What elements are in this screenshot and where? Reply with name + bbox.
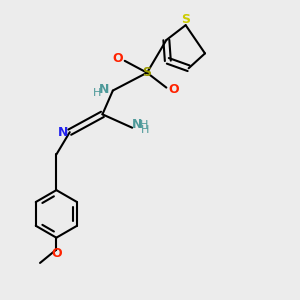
Text: O: O xyxy=(169,82,179,96)
Text: S: S xyxy=(181,13,190,26)
Text: N: N xyxy=(58,126,68,139)
Text: H: H xyxy=(93,88,102,98)
Text: O: O xyxy=(112,52,123,65)
Text: N: N xyxy=(132,118,143,131)
Text: N: N xyxy=(99,83,109,97)
Text: H: H xyxy=(141,125,149,135)
Text: O: O xyxy=(51,247,62,260)
Text: S: S xyxy=(142,66,152,79)
Text: H: H xyxy=(140,120,148,130)
